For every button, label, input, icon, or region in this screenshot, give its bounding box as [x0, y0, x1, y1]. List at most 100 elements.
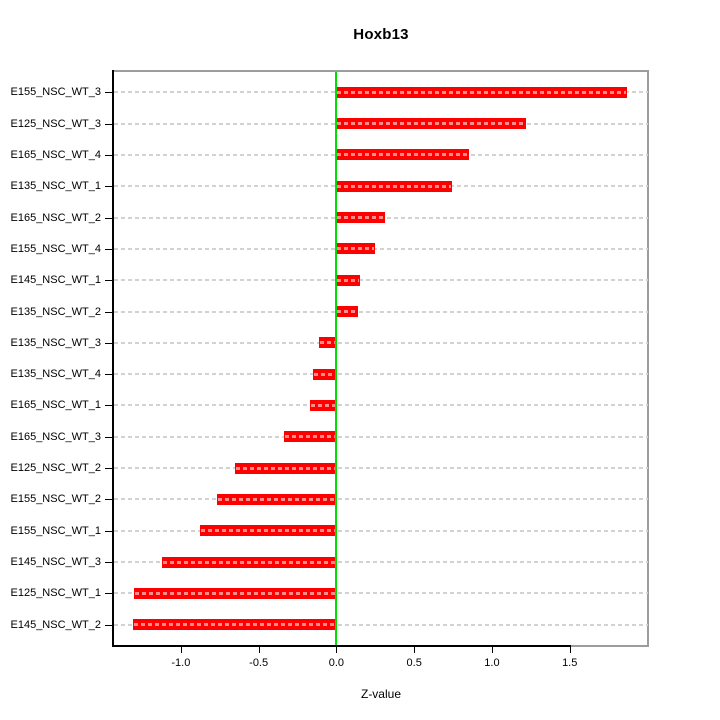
bar	[134, 587, 337, 599]
y-tick	[105, 186, 112, 188]
bar	[132, 619, 337, 631]
x-axis-title: Z-value	[360, 687, 401, 701]
y-tick	[105, 593, 112, 595]
y-tick	[105, 311, 112, 313]
grid-line	[114, 561, 648, 564]
y-axis-label: E155_NSC_WT_1	[10, 524, 102, 537]
grid-line	[114, 247, 648, 250]
bar	[235, 462, 337, 474]
y-tick	[105, 342, 112, 344]
bar	[336, 274, 360, 286]
y-axis-label: E135_NSC_WT_3	[10, 336, 102, 349]
grid-line	[114, 498, 648, 501]
grid-line	[114, 623, 648, 626]
y-tick	[105, 499, 112, 501]
x-tick	[414, 646, 416, 653]
x-tick-label: -1.0	[171, 657, 191, 669]
x-tick-label: 1.0	[484, 657, 500, 669]
y-tick	[105, 468, 112, 470]
x-tick	[491, 646, 493, 653]
y-tick	[105, 530, 112, 532]
y-axis-label: E125_NSC_WT_3	[10, 117, 102, 130]
zero-line	[335, 72, 338, 645]
bar	[336, 149, 469, 161]
grid-line	[114, 279, 648, 282]
grid-line	[114, 373, 648, 376]
bar-dash-pattern	[337, 216, 384, 220]
bar-dash-pattern	[337, 247, 375, 251]
plot-box	[112, 70, 649, 647]
y-axis-label: E155_NSC_WT_2	[10, 493, 102, 506]
bar-dash-pattern	[320, 341, 336, 345]
y-axis-label: E165_NSC_WT_2	[10, 211, 102, 224]
bar-dash-pattern	[314, 372, 336, 376]
y-tick	[105, 248, 112, 250]
bar-dash-pattern	[163, 560, 336, 564]
y-axis-label: E125_NSC_WT_2	[10, 462, 102, 475]
bar	[336, 180, 452, 192]
y-tick	[105, 624, 112, 626]
x-tick	[336, 646, 338, 653]
grid-line	[114, 404, 648, 407]
x-tick	[258, 646, 260, 653]
x-tick-label: 0.5	[406, 657, 422, 669]
x-tick-label: 0.0	[328, 657, 345, 669]
y-tick	[105, 405, 112, 407]
bar-dash-pattern	[200, 529, 336, 533]
grid-line	[114, 467, 648, 470]
y-tick	[105, 374, 112, 376]
grid-line	[114, 341, 648, 344]
y-axis-label: E165_NSC_WT_4	[10, 148, 102, 161]
y-axis-label: E135_NSC_WT_1	[10, 180, 102, 193]
y-axis-label: E145_NSC_WT_1	[10, 274, 102, 287]
y-tick	[105, 123, 112, 125]
bar-dash-pattern	[337, 310, 358, 314]
y-tick	[105, 280, 112, 282]
y-axis-label: E145_NSC_WT_2	[10, 618, 102, 631]
y-axis-line	[112, 70, 114, 647]
bar	[313, 368, 337, 380]
bar-dash-pattern	[217, 497, 336, 501]
grid-line	[114, 592, 648, 595]
y-tick	[105, 562, 112, 564]
y-axis-label: E155_NSC_WT_3	[10, 86, 102, 99]
bar-dash-pattern	[337, 153, 468, 157]
bar-dash-pattern	[135, 591, 336, 595]
bar	[336, 118, 527, 130]
bar-dash-pattern	[337, 90, 627, 94]
bar-dash-pattern	[337, 122, 526, 126]
bar-dash-pattern	[310, 403, 336, 407]
grid-line	[114, 310, 648, 313]
bar	[319, 337, 337, 349]
bar	[216, 493, 337, 505]
y-tick	[105, 436, 112, 438]
bar-dash-pattern	[337, 184, 451, 188]
y-axis-label: E125_NSC_WT_1	[10, 587, 102, 600]
y-axis-label: E165_NSC_WT_1	[10, 399, 102, 412]
grid-line	[114, 529, 648, 532]
bar	[336, 86, 628, 98]
bar	[309, 399, 337, 411]
y-axis-label: E155_NSC_WT_4	[10, 242, 102, 255]
y-axis-label: E145_NSC_WT_3	[10, 556, 102, 569]
bar	[162, 556, 337, 568]
x-tick	[569, 646, 571, 653]
x-tick-label: 1.5	[562, 657, 578, 669]
bar-dash-pattern	[236, 466, 336, 470]
y-tick	[105, 154, 112, 156]
bar	[199, 525, 337, 537]
x-axis-line	[113, 645, 571, 647]
bar-dash-pattern	[284, 435, 336, 439]
chart-title: Hoxb13	[353, 26, 409, 43]
grid-line	[114, 435, 648, 438]
y-axis-label: E165_NSC_WT_3	[10, 430, 102, 443]
y-axis-label: E135_NSC_WT_2	[10, 305, 102, 318]
y-tick	[105, 217, 112, 219]
y-tick	[105, 92, 112, 94]
y-axis-label: E135_NSC_WT_4	[10, 368, 102, 381]
x-tick	[180, 646, 182, 653]
bar	[336, 212, 385, 224]
bar-dash-pattern	[133, 623, 336, 627]
bar	[283, 431, 337, 443]
